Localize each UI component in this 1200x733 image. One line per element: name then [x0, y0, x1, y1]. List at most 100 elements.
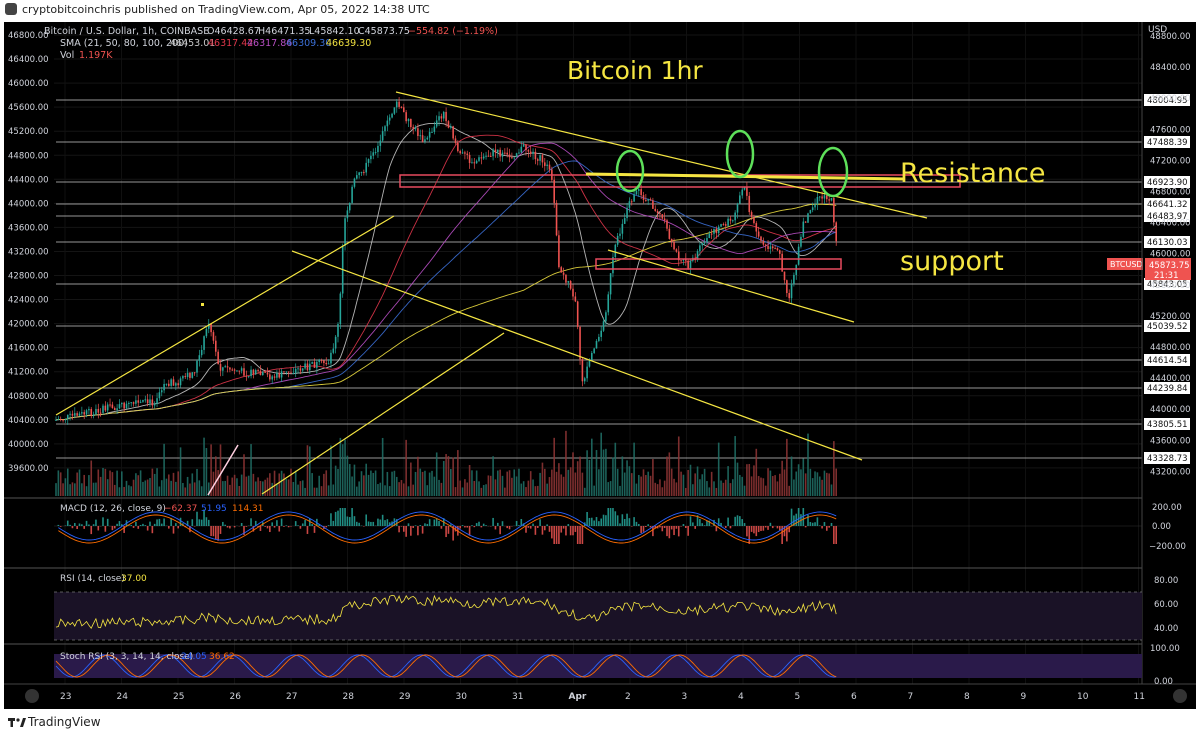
volume-bar — [515, 476, 518, 496]
publisher-bar: cryptobitcoinchris published on TradingV… — [0, 0, 1200, 18]
candle-body — [99, 412, 102, 414]
candle-body — [210, 323, 212, 333]
macd-hist-bar — [177, 526, 179, 529]
macd-hist-bar — [473, 526, 476, 528]
volume-bar — [365, 463, 367, 496]
volume-bar — [311, 473, 313, 496]
macd-hist-bar — [593, 520, 595, 526]
volume-bar — [774, 475, 776, 496]
left-axis-label: 45200.00 — [8, 127, 49, 137]
macd-hist-bar — [534, 526, 537, 535]
volume-bar — [565, 430, 567, 496]
macd-hist-bar — [123, 526, 125, 533]
macd-hist-bar — [276, 520, 278, 526]
volume-bar — [764, 485, 767, 496]
candle-body — [532, 151, 534, 154]
candle-body — [334, 336, 337, 349]
volume-bar — [158, 486, 161, 496]
volume-bar — [633, 442, 635, 496]
volume-bar — [489, 475, 492, 496]
right-axis-label: 44400.00 — [1150, 374, 1191, 384]
time-axis[interactable]: 23 24 25 26 27 28 29 30 31 Apr 2 3 4 5 6 7 8 9 10 11 — [60, 692, 1145, 702]
volume-bar — [247, 475, 250, 496]
drawings — [55, 91, 961, 496]
candle-body — [297, 368, 299, 370]
candle-body — [454, 138, 457, 144]
rsi-line — [55, 594, 837, 629]
chart-area[interactable]: 48004.95 47488.39 46923.90 46641.32 46483.97… — [4, 22, 1196, 709]
candle-body — [717, 226, 720, 234]
price-chart[interactable]: 48004.95 47488.39 46923.90 46641.32 46483.97… — [4, 22, 1196, 709]
macd-pane[interactable] — [54, 508, 1142, 544]
macd-hist-bar — [304, 520, 306, 526]
candle-body — [374, 152, 377, 154]
settings-gear-icon[interactable] — [1173, 689, 1187, 703]
volume-bar — [395, 476, 398, 496]
volume-bar — [793, 479, 795, 496]
volume-bar — [527, 480, 530, 496]
volume-bar — [323, 473, 325, 496]
time-axis-label: 3 — [682, 692, 688, 702]
level-tag-text: 46130.03 — [1147, 238, 1188, 248]
candle-body — [311, 362, 313, 364]
volume-bar — [203, 437, 205, 496]
volume-bar — [539, 472, 541, 496]
candle-body — [497, 149, 499, 153]
volume-bar — [795, 471, 798, 496]
publisher-text: cryptobitcoinchris published on TradingV… — [22, 3, 430, 16]
volume-bar — [332, 484, 335, 496]
macd-hist-bar — [724, 526, 727, 528]
candle-body — [95, 408, 97, 415]
volume-bar — [555, 471, 558, 496]
right-price-axis[interactable]: 48800.00 48400.00 48000.00 47600.00 47200.00… — [1150, 32, 1191, 477]
macd-hist-bar — [692, 522, 694, 526]
volume-bar — [522, 481, 525, 496]
volume-bar — [245, 476, 248, 496]
macd-hist-bar — [833, 526, 835, 544]
macd-hist-bar — [395, 519, 398, 526]
macd-axis-top: 200.00 — [1152, 503, 1182, 513]
rsi-pane[interactable] — [54, 591, 1142, 641]
candle-body — [62, 419, 64, 421]
candle-body — [346, 210, 349, 219]
candle-body — [417, 128, 419, 136]
time-axis-label: 29 — [399, 692, 411, 702]
candle-body — [762, 240, 765, 245]
candle-body — [381, 131, 384, 141]
macd-hist-bar — [520, 518, 523, 526]
candle-body — [764, 244, 767, 246]
candle-body — [229, 367, 231, 370]
volume-bar — [781, 460, 783, 496]
candle-body — [278, 372, 281, 378]
left-price-axis[interactable]: 46800.00 46400.00 46000.00 45600.00 45200.00… — [8, 31, 49, 474]
candle-body — [612, 256, 614, 274]
macd-hist-bar — [111, 526, 114, 531]
macd-hist-bar — [614, 511, 617, 526]
volume-bar — [788, 485, 790, 496]
candle-body — [207, 323, 210, 329]
level-tag — [1144, 382, 1190, 394]
macd-hist-bar — [558, 526, 560, 544]
macd-hist-bar — [755, 526, 758, 537]
candle-body — [652, 200, 654, 209]
candle-body — [442, 111, 445, 119]
right-axis-label: 44000.00 — [1150, 405, 1191, 415]
right-axis-label: 45600.00 — [1150, 281, 1191, 291]
macd-hist-bar — [459, 526, 461, 529]
candle-body — [165, 383, 168, 385]
candle-body — [146, 399, 149, 404]
volume-bar — [358, 481, 360, 496]
volume-bar — [313, 487, 316, 496]
candle-body — [539, 155, 541, 161]
candle-body — [78, 413, 81, 416]
timezone-icon[interactable] — [25, 689, 39, 703]
macd-hist-bar — [771, 526, 774, 529]
candle-body — [287, 371, 290, 373]
volume-bar — [567, 469, 570, 496]
last-price-value: 45873.75 — [1149, 261, 1190, 271]
volume-bar — [210, 444, 212, 496]
stoch-rsi-pane[interactable] — [54, 654, 1142, 678]
level-tag-text: 45039.52 — [1147, 322, 1188, 332]
macd-hist-bar — [257, 526, 259, 527]
macd-hist-bar — [151, 526, 154, 534]
